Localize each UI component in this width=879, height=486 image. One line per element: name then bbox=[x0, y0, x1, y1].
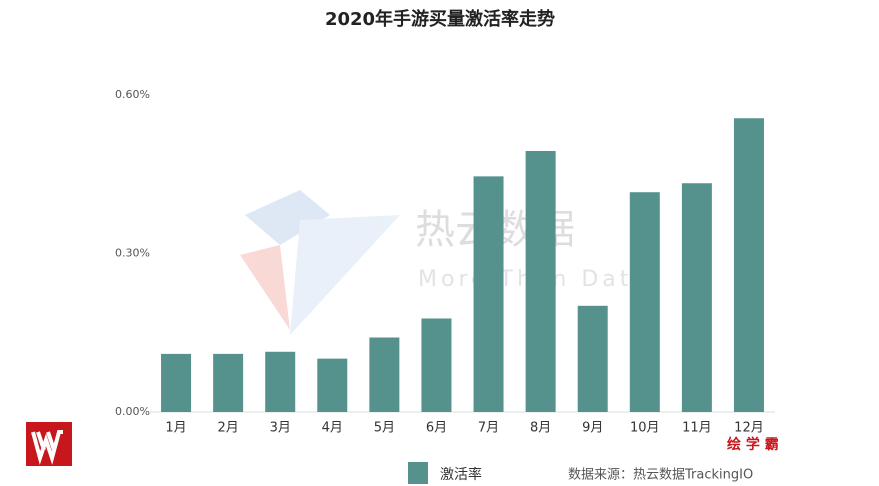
x-tick-label: 1月 bbox=[165, 421, 186, 436]
x-tick-label: 11月 bbox=[682, 421, 712, 436]
x-tick-label: 10月 bbox=[630, 421, 660, 436]
x-tick-label: 12月 bbox=[734, 421, 764, 436]
bar bbox=[369, 337, 400, 412]
bar bbox=[733, 118, 764, 412]
legend-label: 激活率 bbox=[440, 466, 482, 483]
x-tick-label: 5月 bbox=[374, 421, 395, 436]
bar bbox=[629, 192, 660, 412]
watermark-logo bbox=[240, 190, 400, 335]
source: 数据来源：热云数据TrackingIO bbox=[568, 468, 753, 483]
x-tick-label: 6月 bbox=[426, 421, 447, 436]
y-tick-label: 0.00% bbox=[115, 405, 150, 418]
y-tick-label: 0.60% bbox=[115, 88, 150, 101]
x-tick-label: 2月 bbox=[217, 421, 238, 436]
x-tick-label: 8月 bbox=[530, 421, 551, 436]
x-tick-label: 3月 bbox=[270, 421, 291, 436]
bar bbox=[681, 183, 712, 412]
bar bbox=[473, 176, 504, 412]
bar bbox=[161, 353, 192, 412]
x-tick-label: 4月 bbox=[322, 421, 343, 436]
bar bbox=[213, 353, 244, 412]
y-tick-label: 0.30% bbox=[115, 247, 150, 260]
x-tick-label: 9月 bbox=[582, 421, 603, 436]
bar bbox=[577, 305, 608, 412]
logo bbox=[26, 422, 72, 466]
bar bbox=[317, 358, 348, 412]
legend-swatch bbox=[408, 462, 428, 484]
bar bbox=[525, 151, 556, 412]
chart-title: 2020年手游买量激活率走势 bbox=[325, 8, 555, 30]
brand: 绘 学 霸 bbox=[727, 436, 779, 453]
bar bbox=[421, 318, 452, 412]
bar bbox=[265, 351, 296, 412]
x-tick-label: 7月 bbox=[478, 421, 499, 436]
